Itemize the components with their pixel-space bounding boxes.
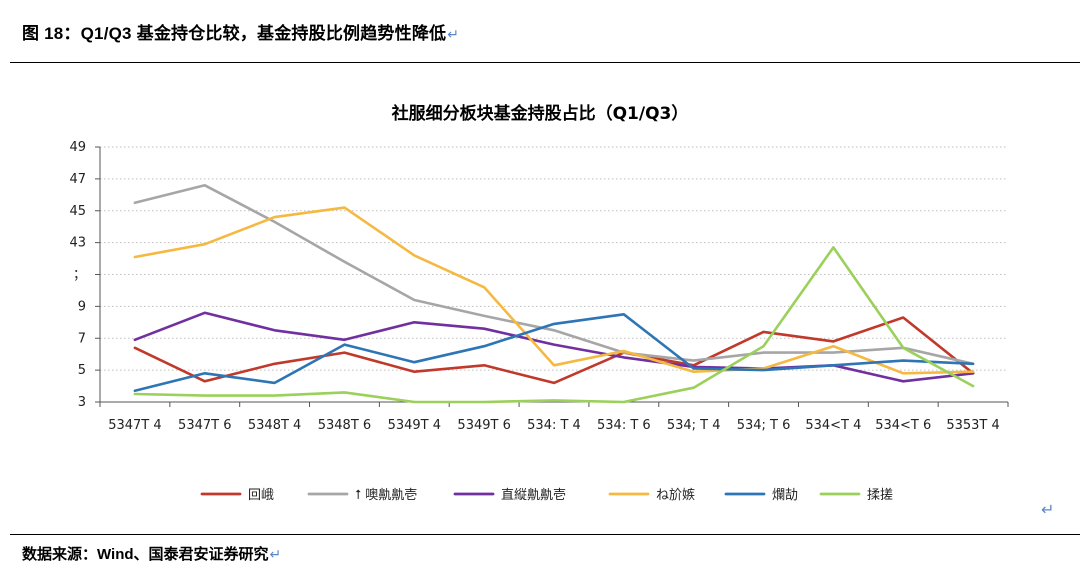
y-tick-label: ；	[73, 268, 86, 283]
figure-caption: 图 18：Q1/Q3 基金持仓比较，基金持股比例趋势性降低↵	[22, 19, 459, 44]
series-line	[133, 206, 975, 375]
bottom-divider	[10, 534, 1080, 535]
legend-label: 回峨	[248, 488, 274, 503]
x-tick-label: 534; T 4	[667, 418, 721, 433]
x-tick-label: 534: T 4	[527, 418, 581, 433]
series-line	[133, 312, 975, 393]
return-mark-icon: ↵	[447, 26, 460, 42]
x-tick-label: 534; T 6	[737, 418, 791, 433]
x-tick-label: 5348T 6	[318, 418, 371, 433]
legend-label: 直縦鼽鼽壱	[501, 488, 566, 503]
figure-caption-text: 图 18：Q1/Q3 基金持仓比较，基金持股比例趋势性降低	[22, 24, 447, 43]
top-divider	[10, 62, 1080, 63]
return-mark-icon: ↵	[269, 546, 282, 562]
y-tick-label: 43	[69, 236, 86, 251]
chart-title: 社服细分板块基金持股占比（Q1/Q3）	[391, 103, 689, 124]
y-tick-label: 3	[78, 395, 86, 410]
x-tick-label: 5349T 4	[388, 418, 441, 433]
x-tick-label: 5347T 6	[178, 418, 231, 433]
line-chart: 社服细分板块基金持股占比（Q1/Q3） 3 5 7 9 ； 43 45 47 49 5347T 4 5…	[69, 103, 1009, 503]
legend-label: 爛劼	[772, 487, 798, 503]
x-tick-label: 5353T 4	[946, 418, 999, 433]
source-note: 数据来源：Wind、国泰君安证券研究↵	[22, 543, 281, 564]
series-line	[133, 246, 975, 404]
series-line	[133, 184, 975, 366]
legend-label: 揉搓	[867, 487, 893, 503]
legend-label: ね斺嫉	[656, 487, 695, 503]
y-tick-label: 45	[69, 204, 86, 219]
x-tick-label: 534: T 6	[597, 418, 651, 433]
y-tick-label: 7	[78, 331, 86, 346]
y-tick-label: 47	[69, 172, 86, 187]
x-tick-label: 5349T 6	[457, 418, 510, 433]
y-tick-label: 49	[69, 140, 86, 155]
legend-label: ⭡ 噢鼽鼽壱	[355, 488, 417, 503]
source-text: 数据来源：Wind、国泰君安证券研究	[22, 546, 269, 563]
series-line	[133, 316, 975, 385]
y-tick-label: 9	[78, 299, 86, 314]
x-tick-label: 534<T 6	[875, 418, 931, 433]
x-tick-label: 5348T 4	[248, 418, 301, 433]
x-tick-label: 534<T 4	[805, 418, 861, 433]
return-mark-icon: ↵	[1041, 502, 1055, 519]
y-tick-label: 5	[78, 363, 86, 378]
x-tick-label: 5347T 4	[108, 418, 161, 433]
